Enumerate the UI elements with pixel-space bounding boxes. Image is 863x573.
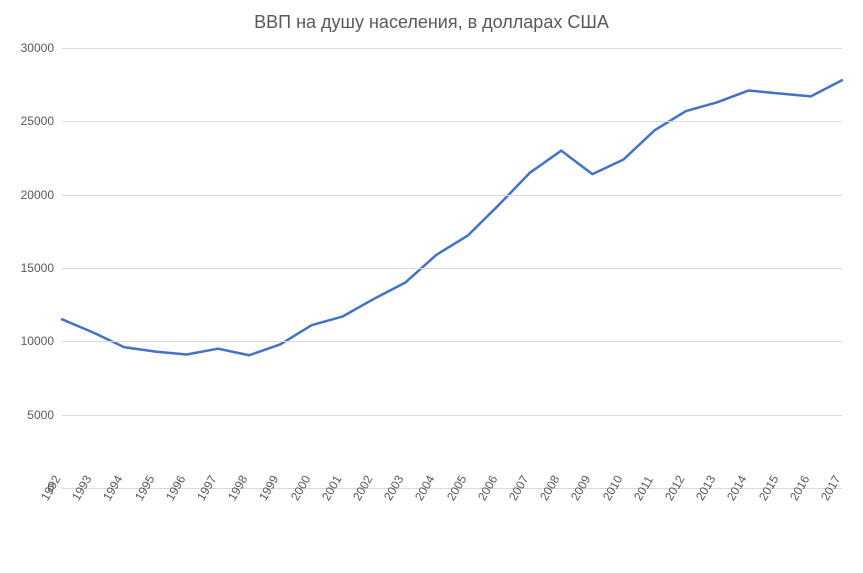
y-tick-label: 25000 (21, 114, 62, 128)
gridline (62, 48, 842, 49)
y-tick-label: 10000 (21, 334, 62, 348)
gridline (62, 268, 842, 269)
chart-container: ВВП на душу населения, в долларах США 05… (0, 0, 863, 573)
plot-area: 0500010000150002000025000300001992199319… (62, 48, 842, 488)
gridline (62, 121, 842, 122)
y-tick-label: 30000 (21, 41, 62, 55)
y-tick-label: 20000 (21, 188, 62, 202)
chart-title: ВВП на душу населения, в долларах США (0, 12, 863, 33)
gridline (62, 341, 842, 342)
y-tick-label: 5000 (27, 408, 62, 422)
gridline (62, 195, 842, 196)
gridline (62, 415, 842, 416)
y-tick-label: 15000 (21, 261, 62, 275)
